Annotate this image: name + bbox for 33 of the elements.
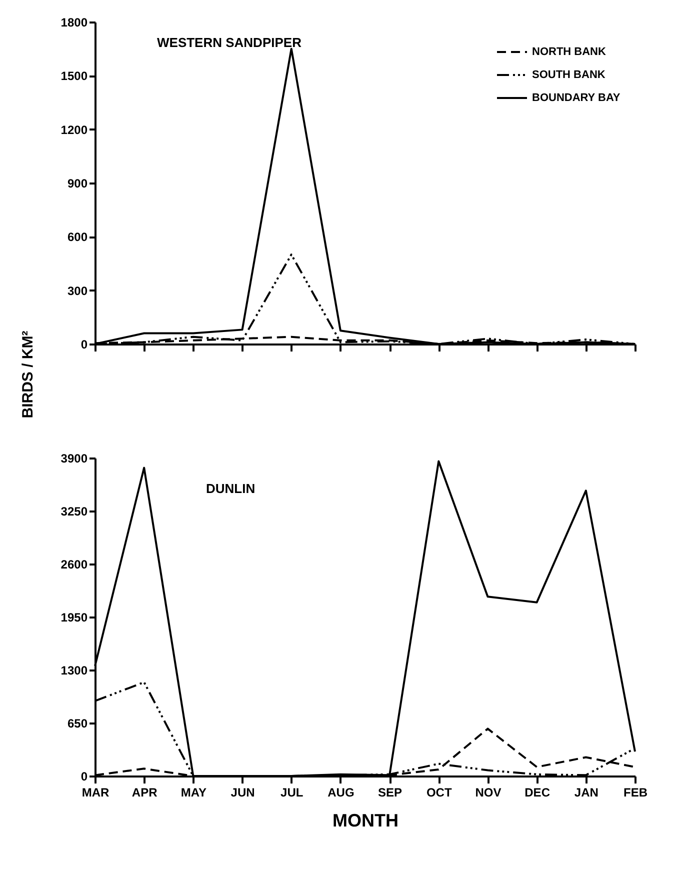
y-axis-title: BIRDS / KM² [20, 330, 36, 418]
y-tick-label: 0 [80, 338, 88, 352]
x-tick-label: JAN [574, 786, 598, 800]
text: WESTERN SANDPIPER [157, 35, 302, 50]
x-tick-label: AUG [328, 786, 354, 800]
y-tick-label: 3900 [60, 452, 88, 466]
y-tick-label: 300 [67, 284, 88, 298]
legend-label: BOUNDARY BAY [532, 92, 621, 104]
y-tick-label: 1500 [60, 69, 88, 84]
x-tick-label: OCT [426, 786, 452, 800]
y-tick-label: 1800 [60, 16, 88, 30]
x-tick-label: MAR [82, 786, 110, 800]
legend-label: NORTH BANK [532, 46, 606, 58]
y-tick-label: 1950 [60, 610, 88, 624]
x-tick-label: SEP [378, 786, 402, 800]
x-tick-label: APR [132, 786, 158, 800]
y-tick-label: 0 [80, 770, 88, 784]
y-tick-label: 2600 [60, 558, 88, 572]
x-tick-label: JUN [230, 786, 255, 800]
x-tick-label: DEC [524, 786, 550, 800]
x-tick-label: NOV [475, 786, 502, 800]
text: DUNLIN [206, 481, 256, 496]
y-tick-label: 600 [67, 230, 88, 244]
x-tick-label: MAY [180, 786, 206, 800]
y-tick-label: 1300 [60, 664, 88, 678]
x-tick-label: FEB [624, 786, 648, 800]
x-tick-label: JUL [280, 786, 304, 800]
legend-label: SOUTH BANK [532, 69, 606, 81]
y-tick-label: 900 [67, 176, 88, 190]
y-tick-label: 3250 [60, 504, 88, 518]
x-axis-title: MONTH [332, 810, 398, 830]
y-tick-label: 650 [67, 716, 88, 730]
y-tick-label: 1200 [60, 122, 88, 137]
